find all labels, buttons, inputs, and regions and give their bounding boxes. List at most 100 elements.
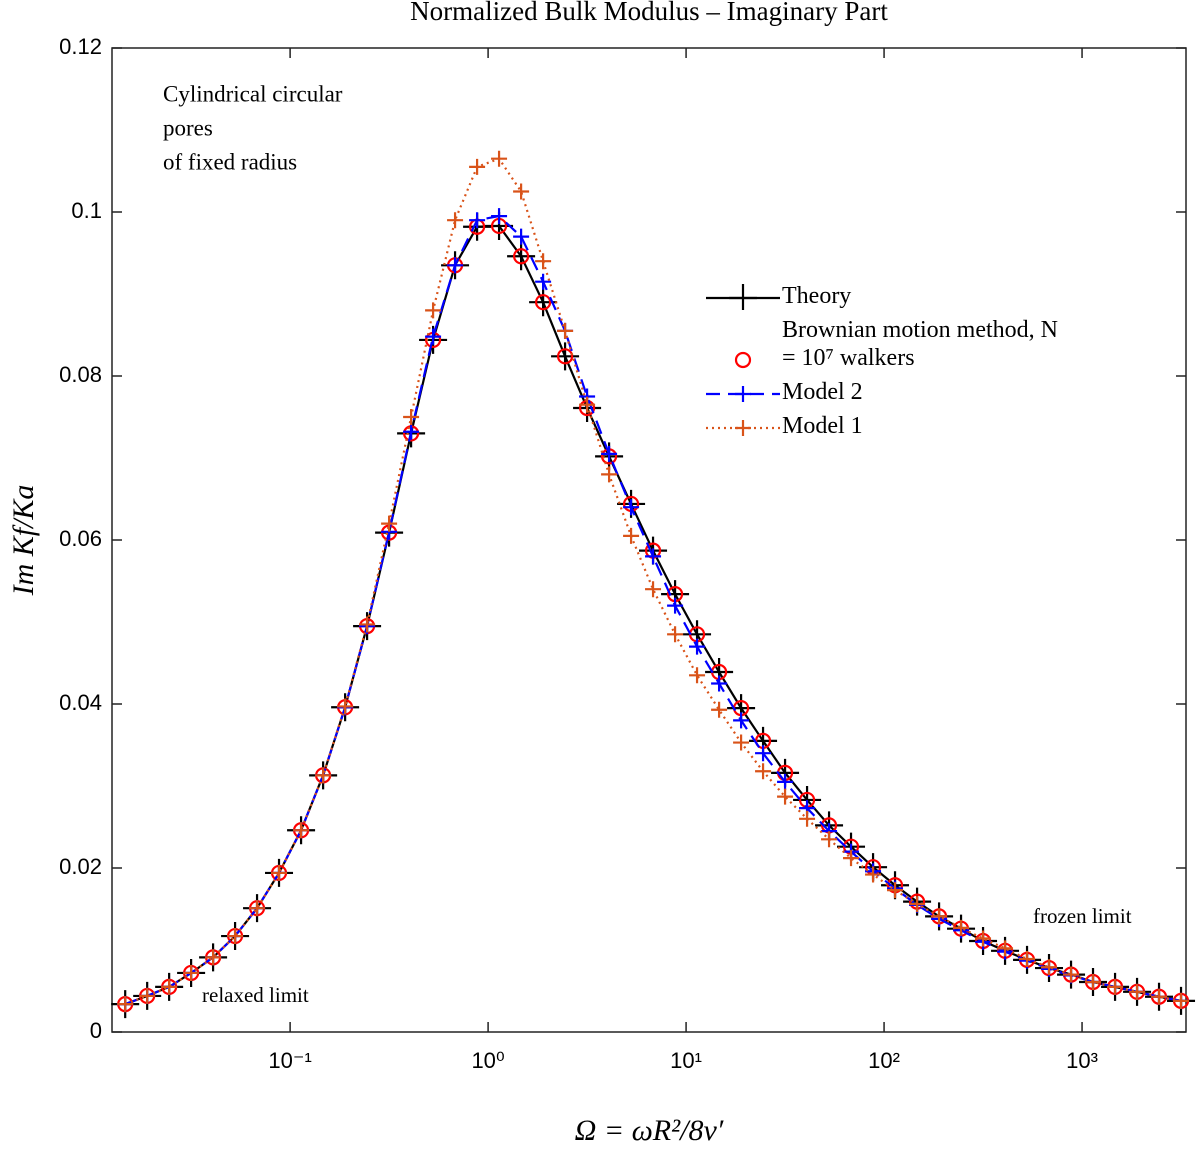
x-tick-label: 10³ (1066, 1048, 1098, 1073)
legend-entry: Brownian motion method, N = 10⁷ walkers (702, 316, 1072, 372)
legend-entry: Theory (702, 282, 1072, 310)
marker (1107, 978, 1124, 995)
marker (513, 228, 530, 245)
annotation: frozen limit (1033, 904, 1132, 928)
annotation: relaxed limit (202, 983, 309, 1007)
marker (513, 248, 530, 265)
y-tick-label: 0 (90, 1018, 102, 1043)
legend-entry: Model 2 (702, 378, 1072, 406)
marker (535, 253, 552, 270)
marker (117, 996, 134, 1013)
marker (843, 850, 860, 867)
marker (821, 831, 838, 848)
legend-swatch (734, 351, 752, 369)
marker (161, 978, 178, 995)
legend-label: Brownian motion method, N = 10⁷ walkers (782, 317, 1058, 371)
marker (777, 773, 794, 790)
legend-entry: Model 1 (702, 412, 1072, 440)
legend-label: Model 2 (782, 379, 863, 405)
marker (556, 348, 574, 365)
marker (469, 212, 486, 229)
marker (535, 273, 552, 290)
marker (139, 987, 156, 1004)
marker (447, 212, 464, 229)
y-tick-label: 0.08 (59, 362, 102, 387)
marker (1151, 988, 1168, 1005)
marker (557, 322, 574, 339)
marker (183, 964, 200, 981)
marker (799, 810, 816, 827)
marker (293, 822, 310, 839)
y-axis-label: Im Kf/Ka (7, 485, 40, 597)
x-tick-label: 10⁰ (471, 1048, 504, 1073)
marker (667, 597, 684, 614)
marker (755, 763, 772, 780)
marker (667, 626, 684, 643)
marker (271, 864, 288, 881)
marker (507, 242, 536, 271)
marker (777, 788, 794, 805)
y-tick-label: 0.1 (71, 198, 102, 223)
marker (735, 386, 751, 402)
marker (734, 351, 752, 369)
marker (711, 701, 728, 718)
marker (733, 734, 750, 751)
marker (623, 499, 640, 516)
marker (733, 712, 750, 729)
marker (249, 900, 266, 917)
marker (403, 423, 420, 440)
marker (601, 466, 618, 483)
x-tick-label: 10¹ (670, 1048, 702, 1073)
marker (551, 342, 580, 371)
marker (1173, 992, 1190, 1009)
marker (689, 667, 706, 684)
marker (689, 638, 706, 655)
annotation: of fixed radius (163, 149, 297, 174)
marker (1085, 973, 1102, 990)
marker (425, 302, 442, 319)
marker (1129, 983, 1146, 1000)
marker (735, 420, 751, 436)
marker (205, 949, 222, 966)
y-tick-label: 0.02 (59, 854, 102, 879)
marker (1041, 959, 1058, 976)
marker (425, 328, 442, 345)
marker (865, 866, 882, 883)
x-axis-label: Ω = ωR²/8ν′ (575, 1114, 724, 1147)
marker (359, 616, 376, 633)
marker (645, 581, 662, 598)
legend: Theory Brownian motion method, N = 10⁷ wa… (702, 282, 1072, 446)
marker (491, 150, 508, 167)
legend-swatch (706, 420, 780, 436)
marker (645, 548, 662, 565)
annotation: Cylindrical circular (163, 81, 343, 106)
marker (729, 284, 757, 310)
marker (601, 445, 618, 462)
marker (513, 183, 530, 200)
y-tick-label: 0.12 (59, 34, 102, 59)
marker (337, 698, 354, 715)
chart-title: Normalized Bulk Modulus – Imaginary Part (410, 0, 888, 26)
marker (491, 208, 508, 225)
marker (315, 767, 332, 784)
x-tick-label: 10⁻¹ (268, 1048, 311, 1073)
marker (403, 409, 420, 425)
x-tick-label: 10² (868, 1048, 900, 1073)
marker (997, 940, 1014, 957)
marker (755, 745, 772, 762)
marker (909, 896, 926, 913)
marker (469, 158, 486, 175)
marker (579, 396, 596, 413)
marker (931, 908, 948, 925)
marker (711, 675, 728, 692)
annotation: pores (163, 115, 213, 140)
marker (1063, 966, 1080, 983)
marker (887, 882, 904, 899)
marker (975, 930, 992, 947)
y-tick-label: 0.04 (59, 690, 102, 715)
marker (1019, 951, 1036, 968)
legend-label: Model 1 (782, 413, 863, 439)
legend-swatch (706, 284, 780, 310)
